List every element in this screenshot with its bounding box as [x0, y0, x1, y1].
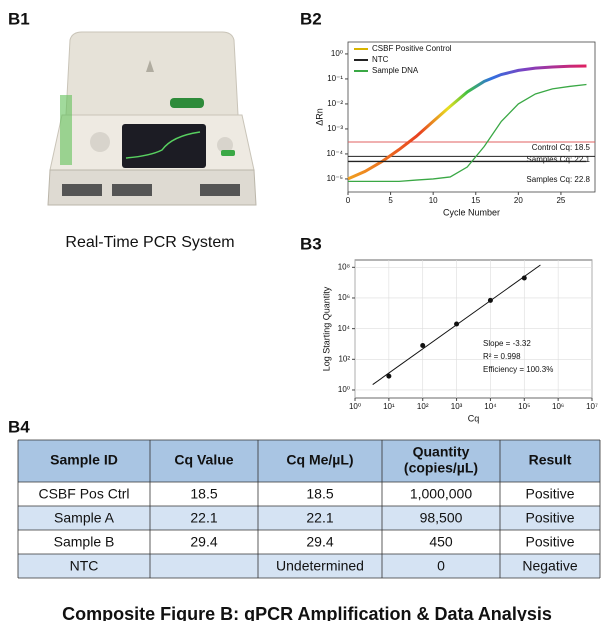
- y-tick-label: 10⁻⁴: [326, 149, 343, 158]
- cell: 29.4: [190, 534, 217, 550]
- y-tick-label: 10⁰: [331, 49, 343, 58]
- plot-area: [354, 259, 593, 399]
- row-bg: [18, 506, 600, 530]
- annotation: R² = 0.998: [483, 352, 521, 361]
- cell: Sample B: [54, 534, 115, 550]
- x-tick-label: 15: [471, 196, 480, 205]
- row-bg: [18, 554, 600, 578]
- legend-label: Sample DNA: [372, 66, 419, 75]
- x-tick-label: 10³: [451, 402, 463, 411]
- y-axis-label: Log Starting Quantity: [321, 286, 331, 371]
- panel-label: B2: [300, 9, 322, 28]
- row-bg: [18, 482, 600, 506]
- device: [47, 31, 257, 206]
- panel-label: B4: [8, 417, 30, 436]
- panel-label: B3: [300, 234, 322, 253]
- cell: 29.4: [306, 534, 333, 550]
- point: [420, 342, 426, 348]
- x-tick-label: 10⁰: [349, 402, 361, 411]
- legend-label: NTC: [372, 55, 389, 64]
- header-cell: Cq Me/µL): [286, 452, 353, 468]
- y-tick-label: 10⁶: [338, 293, 350, 302]
- y-tick-label: 10⁴: [338, 324, 351, 333]
- point: [386, 373, 392, 379]
- panel-label: B1: [8, 9, 30, 28]
- cell: 450: [429, 534, 453, 550]
- cell: NTC: [70, 558, 99, 574]
- x-tick-label: 5: [388, 196, 393, 205]
- x-tick-label: 10⁷: [586, 402, 598, 411]
- x-axis-label: Cycle Number: [443, 207, 500, 217]
- plot-area: [347, 41, 596, 193]
- series-line: [348, 83, 587, 183]
- cell: 98,500: [420, 510, 463, 526]
- annotation: Control Cq: 18.5: [532, 143, 591, 152]
- cell: Sample A: [54, 510, 115, 526]
- x-tick-label: 10⁵: [518, 402, 530, 411]
- figure-caption: Composite Figure B: qPCR Amplification &…: [62, 604, 552, 621]
- cell: Positive: [525, 486, 574, 502]
- y-tick-label: 10²: [338, 354, 350, 363]
- device-caption: Real-Time PCR System: [65, 234, 234, 251]
- y-tick-label: 10⁻¹: [327, 74, 343, 83]
- x-tick-label: 10: [429, 196, 438, 205]
- cell: 22.1: [306, 510, 333, 526]
- x-axis-label: Cq: [468, 413, 480, 423]
- header-bg: [18, 440, 600, 482]
- annotation: Slope = -3.32: [483, 339, 531, 348]
- x-tick-label: 10²: [417, 402, 429, 411]
- cell: 18.5: [190, 486, 217, 502]
- cell: 0: [437, 558, 445, 574]
- annotation: Samples Cq: 22.8: [526, 175, 590, 184]
- cell: CSBF Pos Ctrl: [38, 486, 129, 502]
- cell: 22.1: [190, 510, 217, 526]
- header-cell: Result: [529, 452, 572, 468]
- y-tick-label: 10⁻³: [327, 124, 343, 133]
- x-tick-label: 20: [514, 196, 523, 205]
- y-axis-label: ΔRn: [314, 108, 324, 126]
- annotation: Efficiency = 100.3%: [483, 365, 553, 374]
- cell: 18.5: [306, 486, 333, 502]
- cell: Positive: [525, 534, 574, 550]
- cell: Negative: [522, 558, 577, 574]
- cell: Undetermined: [276, 558, 364, 574]
- table: Sample ID Cq Value Cq Me/µL) Quantity(copie…: [17, 439, 601, 579]
- series-line: [347, 64, 587, 181]
- x-tick-label: 25: [556, 196, 565, 205]
- y-tick-label: 10⁰: [338, 385, 350, 394]
- y-tick-label: 10⁸: [338, 262, 350, 271]
- legend-label: CSBF Positive Control: [372, 44, 452, 53]
- row-bg: [18, 530, 600, 554]
- point: [454, 321, 460, 327]
- point: [521, 275, 527, 281]
- header-cell: (copies/µL): [404, 460, 478, 476]
- cell: Positive: [525, 510, 574, 526]
- y-tick-label: 10⁻²: [327, 99, 343, 108]
- x-tick-label: 10⁴: [484, 402, 497, 411]
- x-tick-label: 0: [346, 196, 351, 205]
- header-cell: Cq Value: [174, 452, 233, 468]
- point: [487, 297, 493, 303]
- y-tick-label: 10⁻⁵: [327, 174, 343, 183]
- x-tick-label: 10⁶: [552, 402, 564, 411]
- x-tick-label: 10¹: [383, 402, 395, 411]
- annotation: Samples Cq: 22.1: [526, 155, 590, 164]
- cell: 1,000,000: [410, 486, 472, 502]
- header-cell: Quantity: [413, 444, 470, 460]
- header-cell: Sample ID: [50, 452, 118, 468]
